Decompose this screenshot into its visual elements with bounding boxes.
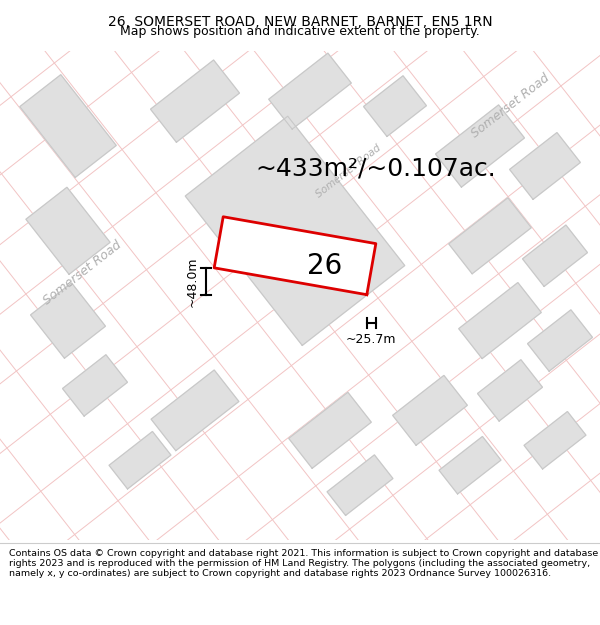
- Text: Map shows position and indicative extent of the property.: Map shows position and indicative extent…: [120, 26, 480, 39]
- Polygon shape: [439, 436, 501, 494]
- Text: Somerset Road: Somerset Road: [40, 238, 124, 307]
- Text: 26: 26: [307, 252, 343, 280]
- Polygon shape: [185, 116, 405, 346]
- Text: ~433m²/~0.107ac.: ~433m²/~0.107ac.: [255, 157, 496, 181]
- Polygon shape: [109, 431, 171, 489]
- Polygon shape: [436, 105, 524, 187]
- Polygon shape: [151, 60, 239, 142]
- Polygon shape: [151, 370, 239, 451]
- Text: Contains OS data © Crown copyright and database right 2021. This information is : Contains OS data © Crown copyright and d…: [9, 549, 598, 578]
- Polygon shape: [289, 392, 371, 468]
- Polygon shape: [523, 225, 587, 286]
- Text: 26, SOMERSET ROAD, NEW BARNET, BARNET, EN5 1RN: 26, SOMERSET ROAD, NEW BARNET, BARNET, E…: [107, 16, 493, 29]
- Polygon shape: [392, 376, 467, 445]
- Polygon shape: [509, 132, 580, 199]
- Polygon shape: [31, 283, 106, 358]
- Polygon shape: [269, 53, 351, 129]
- Text: ~25.7m: ~25.7m: [346, 332, 397, 346]
- Polygon shape: [20, 75, 116, 178]
- Polygon shape: [26, 188, 110, 274]
- Polygon shape: [459, 282, 541, 359]
- Polygon shape: [524, 412, 586, 469]
- Polygon shape: [449, 198, 531, 274]
- Polygon shape: [527, 310, 592, 371]
- Text: ~48.0m: ~48.0m: [185, 256, 198, 306]
- Polygon shape: [327, 455, 393, 516]
- Polygon shape: [364, 76, 427, 136]
- Text: Somerset Road: Somerset Road: [469, 72, 551, 141]
- Polygon shape: [214, 217, 376, 295]
- Polygon shape: [62, 355, 127, 416]
- Polygon shape: [478, 360, 542, 421]
- Text: Somerset Road: Somerset Road: [314, 142, 382, 199]
